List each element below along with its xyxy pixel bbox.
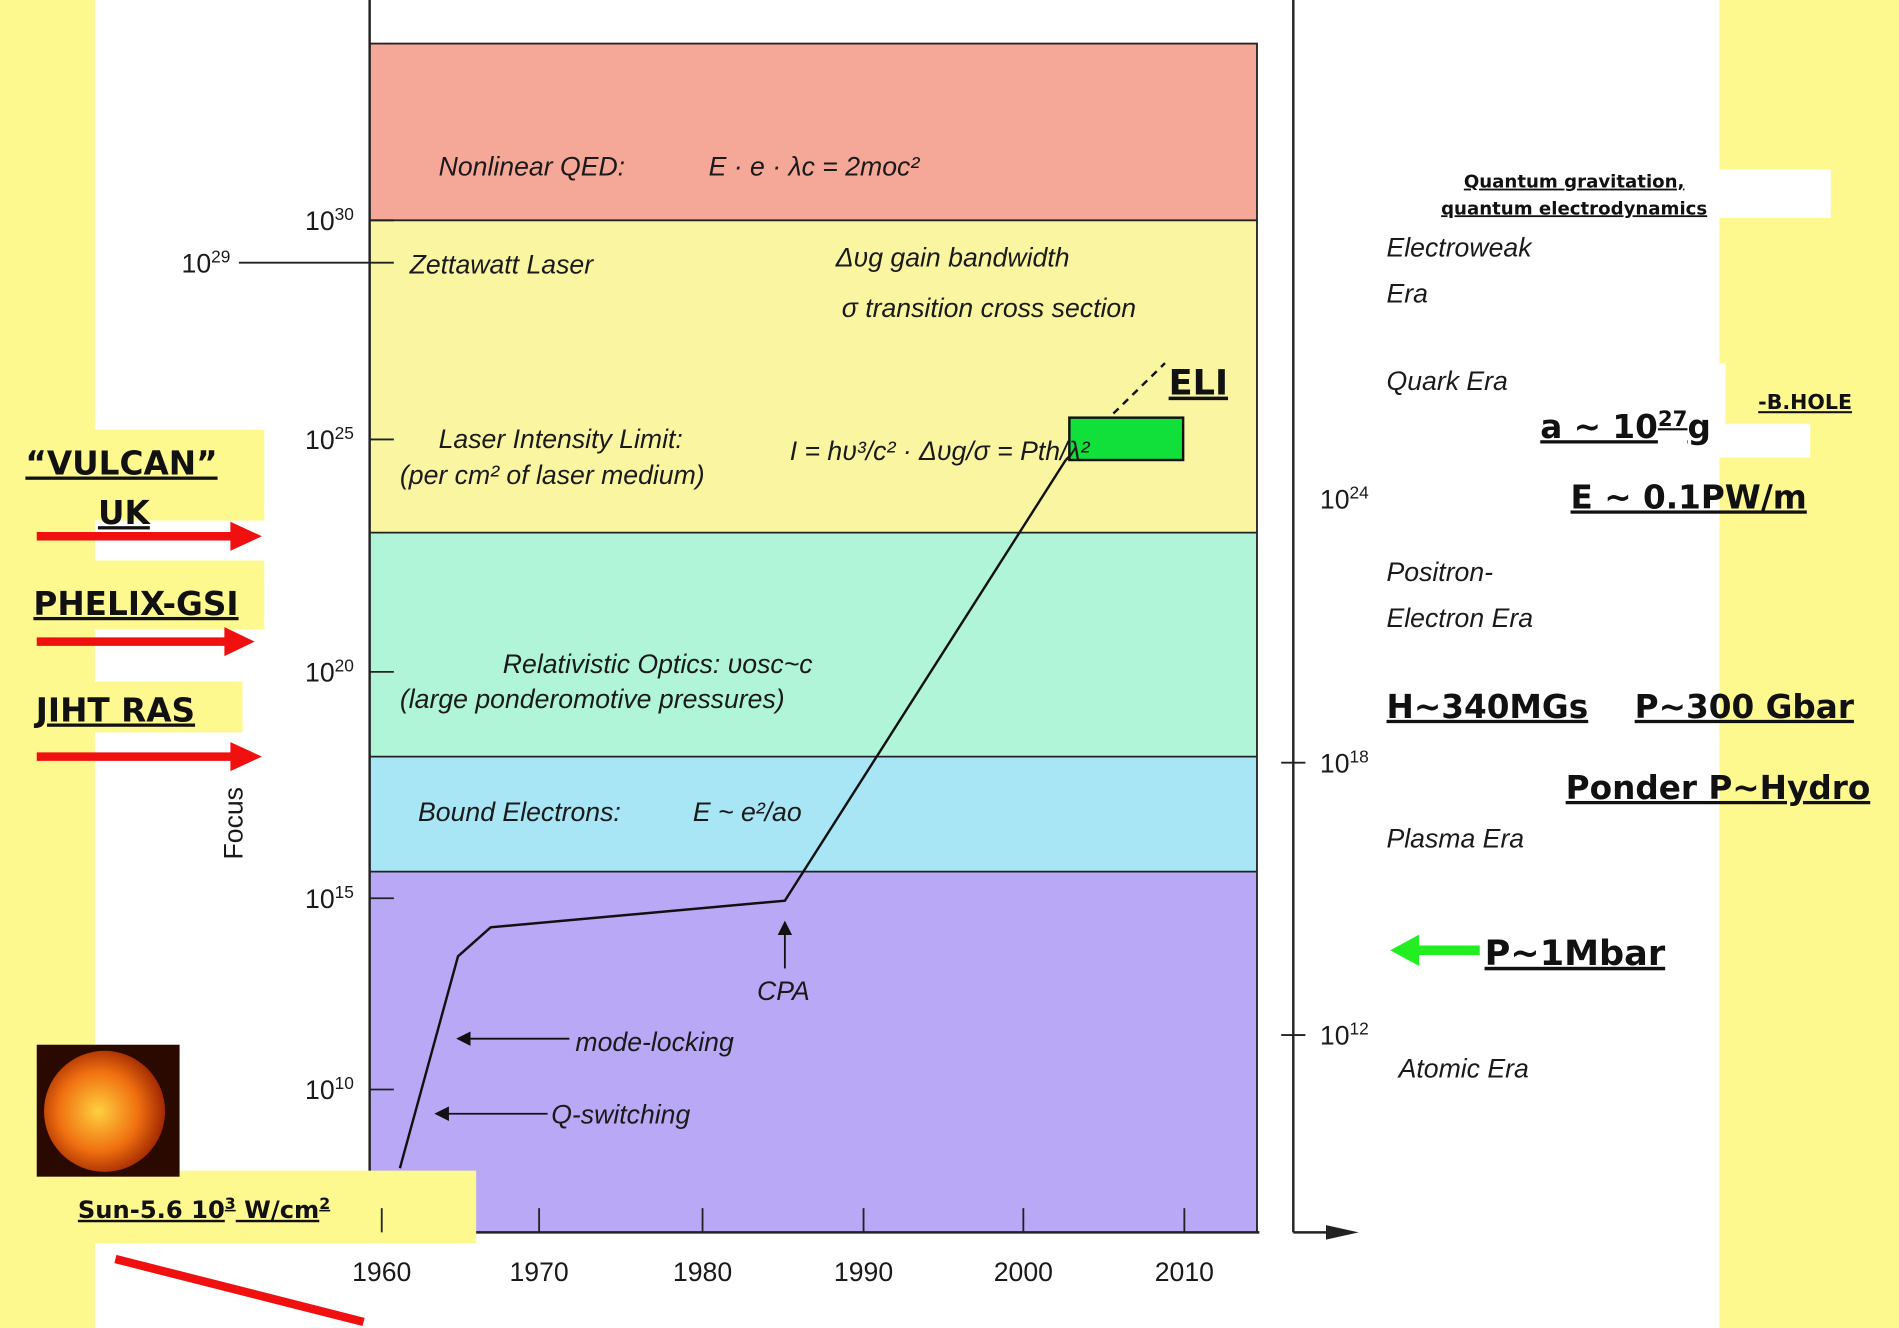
x-tick-label: 1980 (673, 1257, 732, 1287)
x-tick-label: 2010 (1155, 1257, 1214, 1287)
note: σ transition cross section (842, 293, 1136, 323)
band-formula: I = hυ³/c² · Δυg/σ = Pth/λ² (790, 436, 1091, 466)
parameter: Ponder P~Hydro (1566, 769, 1871, 807)
band-label: Nonlinear QED: (439, 152, 625, 182)
era: Atomic Era (1397, 1053, 1529, 1083)
superscript: 27 (1658, 407, 1688, 432)
text-part: 10 (182, 248, 212, 278)
x-tick-label: 1970 (509, 1257, 568, 1287)
text-part: g (1687, 408, 1710, 446)
note: quantum electrodynamics (1441, 198, 1707, 219)
era: Era (1387, 279, 1428, 309)
superscript: 30 (335, 204, 354, 224)
era: Electron Era (1387, 603, 1534, 633)
superscript: 24 (1350, 482, 1370, 502)
annotation: Q-switching (551, 1099, 690, 1129)
text-part: Sun-5.6 10 (78, 1196, 225, 1224)
parameter: P~1Mbar (1485, 933, 1666, 974)
text-part: 10 (305, 658, 335, 688)
superscript: 12 (1350, 1019, 1369, 1039)
band-sublabel: (per cm² of laser medium) (400, 460, 705, 490)
text-part: 10 (1320, 748, 1350, 778)
text-part: a ~ 10 (1540, 408, 1658, 446)
band (370, 533, 1257, 757)
facility: UK (98, 494, 152, 532)
text-part: 10 (1320, 484, 1350, 514)
zettawatt-label: Zettawatt Laser (409, 250, 595, 280)
annotation: CPA (757, 976, 810, 1006)
annotation: mode-locking (575, 1027, 734, 1057)
text-part: W/cm (236, 1196, 320, 1224)
band-label: Bound Electrons: (418, 797, 621, 827)
facility: JIHT RAS (34, 692, 195, 730)
slide: 10301025102010151010Focus196019701980199… (0, 0, 1899, 1328)
band-sublabel: (large ponderomotive pressures) (400, 684, 785, 714)
superscript: 10 (335, 1073, 354, 1093)
parameter: P~300 Gbar (1635, 688, 1855, 726)
band-label: Relativistic Optics: υosc~c (503, 649, 814, 679)
superscript: 2 (319, 1193, 330, 1212)
x-tick-label: 1960 (352, 1257, 411, 1287)
sun (44, 1051, 165, 1172)
text-part: 10 (305, 206, 335, 236)
y-axis-label: Focus (219, 787, 249, 860)
superscript: 3 (225, 1193, 236, 1212)
superscript: 20 (335, 656, 354, 676)
parameter: H~340MGs (1387, 688, 1589, 726)
era: Positron- (1387, 557, 1494, 587)
facility: “VULCAN” (25, 445, 217, 483)
band-label: Laser Intensity Limit: (439, 424, 683, 454)
superscript: 15 (335, 882, 354, 902)
superscript: 25 (335, 423, 354, 443)
text-part: 10 (305, 425, 335, 455)
parameter: E ~ 0.1PW/m (1571, 478, 1807, 516)
parameter: -B.HOLE (1758, 390, 1852, 414)
x-tick-label: 1990 (834, 1257, 893, 1287)
superscript: 18 (1350, 746, 1369, 766)
x-tick-label: 2000 (994, 1257, 1053, 1287)
superscript: 29 (211, 246, 230, 266)
text-part: 10 (1320, 1021, 1350, 1051)
era: Electroweak (1387, 233, 1534, 263)
facility: PHELIX-GSI (33, 585, 238, 623)
band (370, 44, 1257, 221)
band-formula: E · e · λc = 2moc² (709, 152, 921, 182)
note: Δυg gain bandwidth (835, 242, 1070, 272)
sun-label: Sun-5.6 103 W/cm2 (78, 1193, 330, 1224)
era: Quark Era (1387, 366, 1508, 396)
eli-label: ELI (1169, 363, 1228, 404)
band-formula: E ~ e²/ao (693, 797, 802, 827)
era: Plasma Era (1387, 823, 1525, 853)
note: Quantum gravitation, (1464, 172, 1685, 193)
text-part: 10 (305, 884, 335, 914)
text-part: 10 (305, 1075, 335, 1105)
